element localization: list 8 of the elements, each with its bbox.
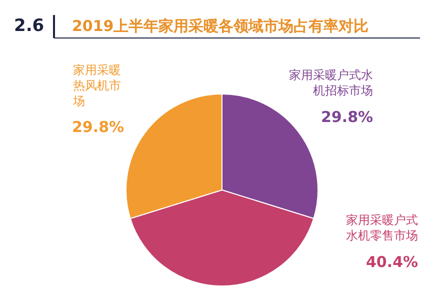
data-label: 29.8%	[72, 118, 124, 136]
slice-label: 家用采暖户式水机零售市场	[346, 213, 418, 243]
chart-title: 2019上半年家用采暖各领域市场占有率对比	[72, 17, 369, 35]
slice-label: 家用采暖热风机市场	[72, 63, 121, 108]
slice-label: 家用采暖户式水机招标市场	[289, 68, 373, 98]
text: 2.6	[14, 16, 44, 36]
data-label: 29.8%	[321, 108, 374, 126]
data-label: 40.4%	[366, 253, 418, 271]
